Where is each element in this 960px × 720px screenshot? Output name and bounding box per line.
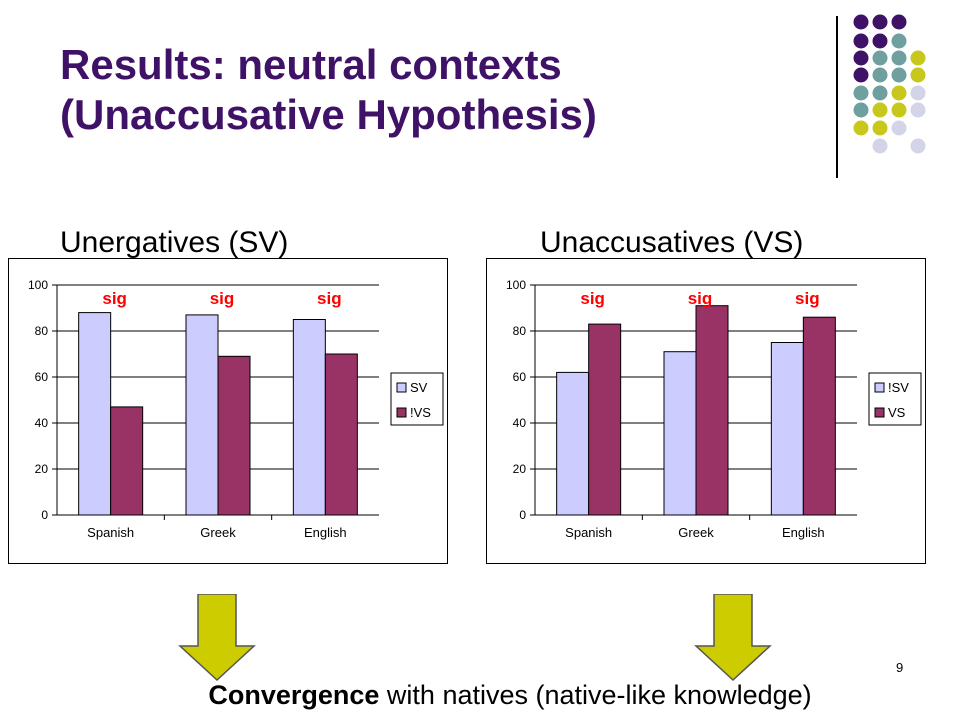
- bar-vs-spanish: [110, 406, 144, 516]
- bar-sv-spanish: [556, 371, 590, 516]
- decor-dot: [891, 67, 907, 83]
- bar-sv-english: [292, 319, 326, 516]
- right-down-arrow-icon: [694, 594, 772, 682]
- decor-dot: [853, 85, 869, 101]
- decor-dot: [853, 14, 869, 30]
- decorative-dot-grid: [853, 14, 926, 154]
- x-tick-label: English: [304, 525, 347, 540]
- decor-dot: [910, 138, 926, 154]
- bar-sv-greek: [185, 314, 219, 516]
- decor-dot: [910, 50, 926, 66]
- decor-dot: [853, 67, 869, 83]
- sig-annotation: sig: [317, 289, 342, 308]
- footer-text: Convergence with natives (native-like kn…: [0, 680, 960, 711]
- legend-swatch: [396, 382, 407, 393]
- legend-swatch: [396, 407, 407, 418]
- x-tick-label: Greek: [678, 525, 714, 540]
- decor-dot: [853, 102, 869, 118]
- divider-line: [836, 16, 838, 178]
- left-down-arrow-icon: [178, 594, 256, 682]
- slide-title: Results: neutral contexts (Unaccusative …: [60, 40, 760, 140]
- decor-dot: [891, 14, 907, 30]
- bar-vs-english: [802, 316, 836, 516]
- page-number: 9: [896, 660, 904, 675]
- sig-annotation: sig: [795, 289, 820, 308]
- legend-swatch: [874, 382, 885, 393]
- unergatives-chart: 0 20 40 60 80 100 Spanish sig Greek sig English sig…: [8, 258, 448, 564]
- legend-label: SV: [410, 380, 428, 395]
- title-line-1: Results: neutral contexts: [60, 41, 562, 88]
- bar-sv-spanish: [78, 312, 112, 516]
- left-chart-subtitle: Unergatives (SV): [60, 226, 289, 259]
- legend-label: VS: [888, 405, 906, 420]
- right-chart-subtitle: Unaccusatives (VS): [540, 226, 804, 259]
- title-line-2: (Unaccusative Hypothesis): [60, 91, 597, 138]
- decor-dot: [910, 67, 926, 83]
- y-tick-label: 60: [35, 370, 49, 384]
- sig-annotation: sig: [210, 289, 235, 308]
- decor-dot: [872, 120, 888, 136]
- sig-annotation: sig: [580, 289, 605, 308]
- decor-dot: [853, 50, 869, 66]
- footer-bold: Convergence: [208, 680, 380, 710]
- bar-vs-greek: [695, 305, 729, 516]
- y-tick-label: 60: [513, 370, 527, 384]
- decor-dot: [891, 120, 907, 136]
- decor-dot: [891, 102, 907, 118]
- bar-sv-greek: [663, 351, 697, 516]
- y-tick-label: 20: [35, 462, 49, 476]
- decor-dot: [891, 85, 907, 101]
- decor-dot: [872, 138, 888, 154]
- decor-dot: [853, 120, 869, 136]
- decor-dot: [891, 50, 907, 66]
- footer-rest: with natives (native-like knowledge): [379, 680, 812, 710]
- legend-label: !SV: [888, 380, 909, 395]
- decor-dot: [910, 102, 926, 118]
- y-tick-label: 100: [506, 278, 526, 292]
- y-tick-label: 40: [513, 416, 527, 430]
- y-tick-label: 0: [519, 508, 526, 522]
- y-tick-label: 40: [35, 416, 49, 430]
- y-tick-label: 20: [513, 462, 527, 476]
- decor-dot: [910, 85, 926, 101]
- decor-dot: [872, 14, 888, 30]
- decor-dot: [872, 50, 888, 66]
- unaccusatives-chart: 0 20 40 60 80 100 Spanish sig Greek sig English sig…: [486, 258, 926, 564]
- legend-label: !VS: [410, 405, 431, 420]
- sig-annotation: sig: [102, 289, 127, 308]
- x-tick-label: Spanish: [87, 525, 134, 540]
- decor-dot: [872, 85, 888, 101]
- decor-dot: [853, 33, 869, 49]
- y-tick-label: 100: [28, 278, 48, 292]
- decor-dot: [872, 67, 888, 83]
- bar-vs-greek: [217, 355, 251, 516]
- sig-annotation: sig: [688, 289, 713, 308]
- y-tick-label: 80: [513, 324, 527, 338]
- bar-sv-english: [770, 342, 804, 516]
- x-tick-label: Greek: [200, 525, 236, 540]
- decor-dot: [891, 33, 907, 49]
- x-tick-label: English: [782, 525, 825, 540]
- legend-swatch: [874, 407, 885, 418]
- bar-vs-spanish: [588, 323, 622, 516]
- unergatives-chart-svg: 0 20 40 60 80 100 Spanish sig Greek sig English sig…: [28, 278, 444, 540]
- y-tick-label: 80: [35, 324, 49, 338]
- unaccusatives-chart-svg: 0 20 40 60 80 100 Spanish sig Greek sig English sig…: [506, 278, 922, 540]
- x-tick-label: Spanish: [565, 525, 612, 540]
- bar-vs-english: [324, 353, 358, 516]
- decor-dot: [872, 102, 888, 118]
- decor-dot: [872, 33, 888, 49]
- y-tick-label: 0: [41, 508, 48, 522]
